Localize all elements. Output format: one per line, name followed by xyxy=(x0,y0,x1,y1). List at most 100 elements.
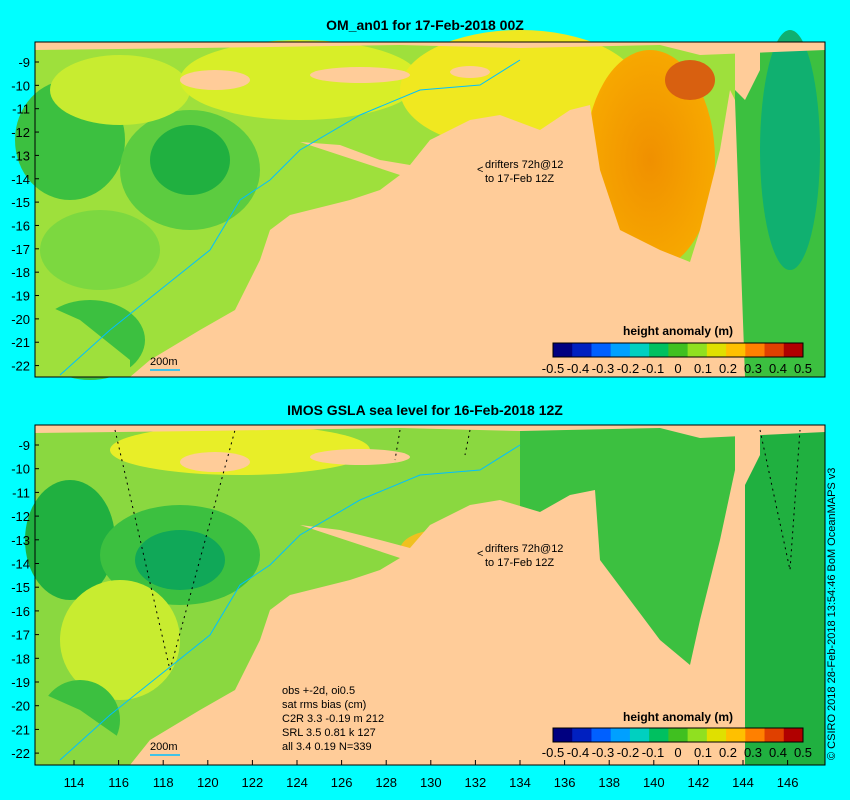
lon-tick-label: 144 xyxy=(732,775,754,790)
lat-tick-label: -13 xyxy=(11,148,30,163)
colorbar-swatch xyxy=(572,728,592,742)
colorbar-tick-label: -0.3 xyxy=(592,745,614,760)
colorbar-swatch xyxy=(649,728,669,742)
lon-tick-label: 116 xyxy=(108,775,129,790)
lon-tick-label: 128 xyxy=(375,775,397,790)
lon-tick-label: 114 xyxy=(64,775,85,790)
lat-tick-label: -16 xyxy=(11,604,30,619)
top-colorbar: height anomaly (m) -0.5 -0.4 -0.3 -0.2 -0.1 0… xyxy=(542,324,812,376)
lat-tick-label: -15 xyxy=(11,580,30,595)
colorbar-title: height anomaly (m) xyxy=(623,324,733,338)
colorbar-swatch xyxy=(572,343,592,357)
lat-tick-label: -18 xyxy=(11,265,30,280)
timor-island xyxy=(180,70,250,90)
lat-tick-label: -17 xyxy=(11,628,30,643)
lat-tick-label: -15 xyxy=(11,195,30,210)
colorbar-swatch xyxy=(783,728,804,742)
colorbar-swatch xyxy=(668,728,689,742)
lon-tick-label: 118 xyxy=(153,775,174,790)
colorbar-swatch xyxy=(649,343,669,357)
lat-tick-label: -10 xyxy=(11,78,30,93)
land-mass xyxy=(130,470,745,765)
altimeter-tracks xyxy=(114,429,801,671)
colorbar-swatch xyxy=(726,728,746,742)
drifters-label-2: to 17-Feb 12Z xyxy=(485,557,554,569)
lon-axis: 114 116 118 120 122 124 126 128 130 132 134 136 138 1… xyxy=(64,760,799,790)
lat-tick-label: -20 xyxy=(11,699,30,714)
top-lat-axis: -9 -10 -11 -12 -13 -14 -15 -16 -17 -18 -19 -20 -21 -2… xyxy=(11,55,39,374)
colorbar-tick-label: -0.4 xyxy=(567,361,589,376)
lon-tick-label: 126 xyxy=(331,775,353,790)
lon-tick-label: 136 xyxy=(554,775,576,790)
colorbar-tick-label: 0.2 xyxy=(719,745,737,760)
colorbar-swatch xyxy=(610,343,631,357)
lon-tick-label: 138 xyxy=(598,775,620,790)
colorbar-tick-label: -0.5 xyxy=(542,745,564,760)
colorbar-tick-label: -0.2 xyxy=(617,361,639,376)
colorbar-tick-label: 0 xyxy=(674,745,681,760)
colorbar-swatch xyxy=(726,343,746,357)
bottom-panel-title: IMOS GSLA sea level for 16-Feb-2018 12Z xyxy=(287,402,563,418)
colorbar-tick-label: 0.5 xyxy=(794,361,812,376)
lon-tick-label: 146 xyxy=(777,775,799,790)
lon-tick-label: 132 xyxy=(465,775,487,790)
colorbar-swatch xyxy=(706,728,727,742)
lat-tick-label: -13 xyxy=(11,533,30,548)
lat-tick-label: -12 xyxy=(11,509,30,524)
colorbar-tick-label: 0.3 xyxy=(744,745,762,760)
bottom-panel: IMOS GSLA sea level for 16-Feb-2018 12Z xyxy=(11,402,826,790)
lat-tick-label: -21 xyxy=(11,335,30,350)
bottom-colorbar: height anomaly (m) -0.5 -0.4 -0.3 -0.2 -0.1 0… xyxy=(542,710,812,760)
stats-line-1: obs +-2d, oi0.5 xyxy=(282,685,355,697)
lat-tick-label: -12 xyxy=(11,125,30,140)
drifter-marker: < xyxy=(477,548,483,560)
lon-tick-label: 142 xyxy=(688,775,710,790)
colorbar-swatch xyxy=(687,728,708,742)
credit-text: © CSIRO 2018 28-Feb-2018 13:54:46 BoM Oc… xyxy=(826,467,838,760)
stats-line-5: all 3.4 0.19 N=339 xyxy=(282,741,372,753)
colorbar-swatch xyxy=(591,343,612,357)
colorbar-tick-label: -0.1 xyxy=(642,745,664,760)
colorbar-swatch xyxy=(745,728,766,742)
lat-tick-label: -9 xyxy=(18,55,30,70)
colorbar-tick-label: 0.4 xyxy=(769,361,787,376)
colorbar-swatch xyxy=(706,343,727,357)
lat-tick-label: -20 xyxy=(11,312,30,327)
lat-tick-label: -14 xyxy=(11,557,30,572)
colorbar-swatch xyxy=(629,343,650,357)
top-map: 200m < drifters 72h@12 to 17-Feb 12Z xyxy=(15,30,826,380)
lon-tick-label: 130 xyxy=(420,775,442,790)
colorbar-tick-label: -0.1 xyxy=(642,361,664,376)
colorbar-swatch xyxy=(629,728,650,742)
top-panel-title: OM_an01 for 17-Feb-2018 00Z xyxy=(326,17,524,33)
drifters-label-1: drifters 72h@12 xyxy=(485,159,563,171)
colorbar-title: height anomaly (m) xyxy=(623,710,733,724)
lat-tick-label: -14 xyxy=(11,172,30,187)
lat-tick-label: -11 xyxy=(12,102,30,117)
lat-tick-label: -22 xyxy=(11,359,30,374)
lon-tick-label: 140 xyxy=(643,775,665,790)
colorbar-tick-label: -0.3 xyxy=(592,361,614,376)
colorbar-tick-label: 0.2 xyxy=(719,361,737,376)
lat-tick-label: -17 xyxy=(11,242,30,257)
lon-tick-label: 122 xyxy=(242,775,264,790)
lon-tick-label: 134 xyxy=(509,775,531,790)
colorbar-tick-label: 0.1 xyxy=(694,745,712,760)
lon-tick-label: 124 xyxy=(286,775,308,790)
lat-tick-label: -18 xyxy=(11,651,30,666)
lat-tick-label: -21 xyxy=(11,722,30,737)
lat-tick-label: -11 xyxy=(12,485,30,500)
colorbar-tick-label: 0 xyxy=(674,361,681,376)
colorbar-swatch xyxy=(783,343,804,357)
lat-tick-label: -22 xyxy=(11,746,30,761)
colorbar-tick-label: -0.2 xyxy=(617,745,639,760)
drifters-label-2: to 17-Feb 12Z xyxy=(485,173,554,185)
colorbar-tick-label: 0.3 xyxy=(744,361,762,376)
drifter-marker: < xyxy=(477,164,483,176)
stats-line-3: C2R 3.3 -0.19 m 212 xyxy=(282,713,384,725)
drifters-label-1: drifters 72h@12 xyxy=(485,543,563,555)
colorbar-swatch xyxy=(745,343,766,357)
colorbar-tick-label: 0.5 xyxy=(794,745,812,760)
land-mass xyxy=(130,90,745,377)
lat-tick-label: -19 xyxy=(11,675,30,690)
